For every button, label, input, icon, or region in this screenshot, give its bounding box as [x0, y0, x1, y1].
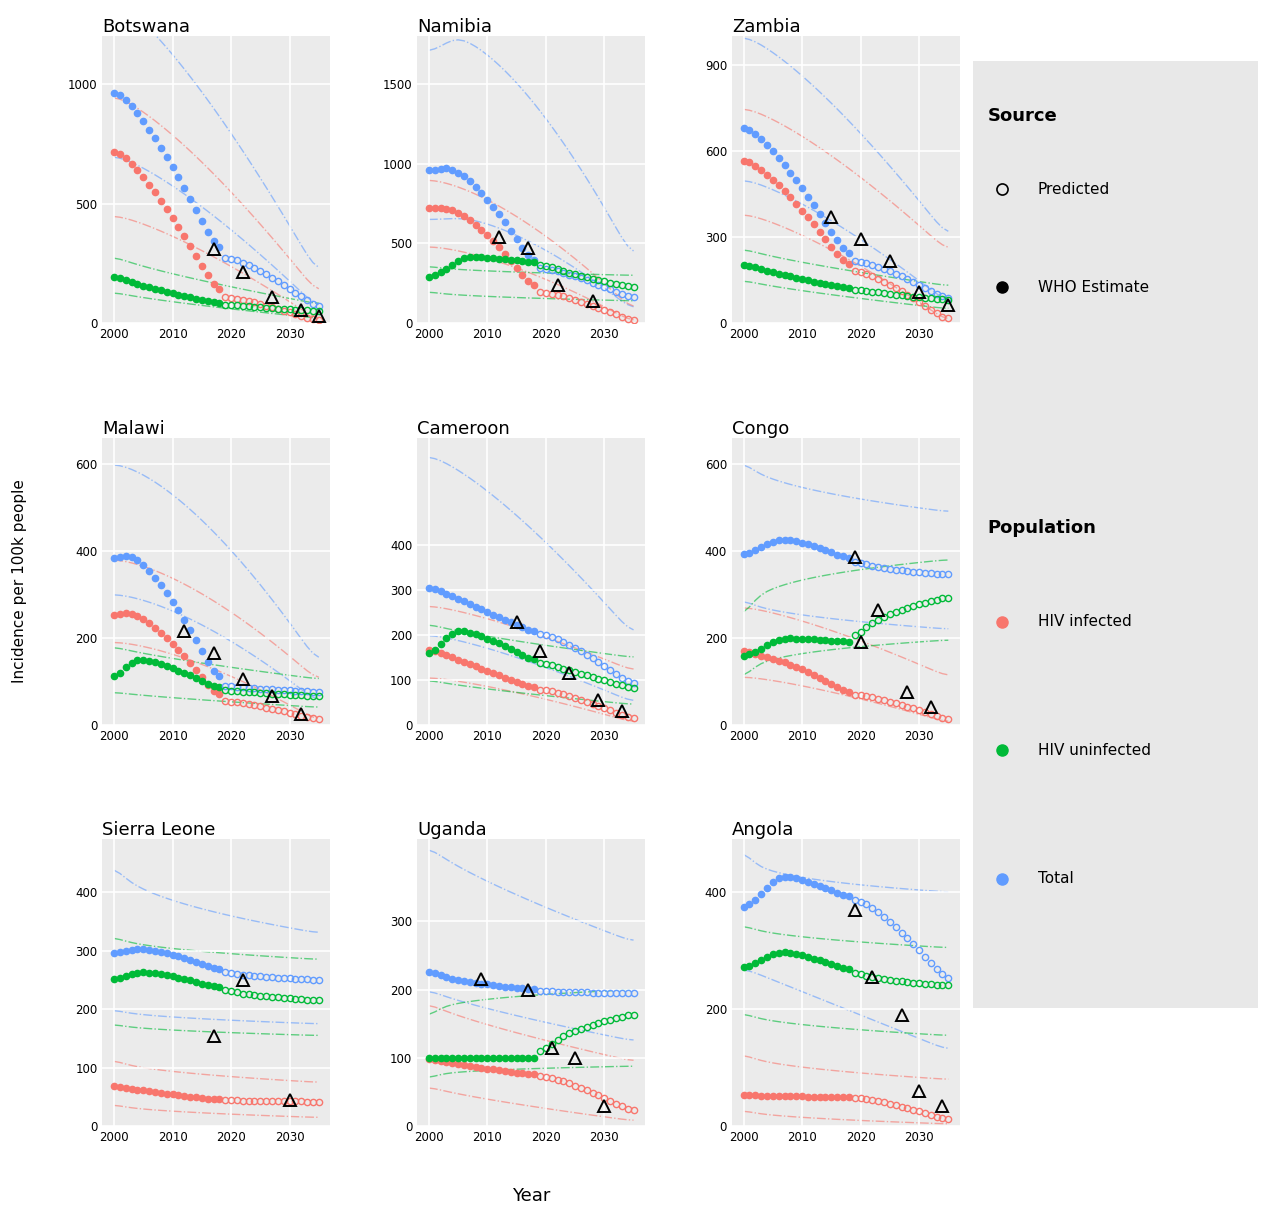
- Text: Sierra Leone: Sierra Leone: [102, 821, 216, 839]
- Text: Botswana: Botswana: [102, 18, 191, 36]
- Text: Uganda: Uganda: [417, 821, 486, 839]
- Text: Angola: Angola: [732, 821, 795, 839]
- Text: Malawi: Malawi: [102, 420, 165, 437]
- Text: Cameroon: Cameroon: [417, 420, 509, 437]
- Text: Source: Source: [988, 107, 1057, 125]
- Text: Total: Total: [1038, 872, 1074, 886]
- Text: Zambia: Zambia: [732, 18, 800, 36]
- Text: Population: Population: [988, 518, 1097, 536]
- Text: Incidence per 100k people: Incidence per 100k people: [12, 480, 27, 683]
- Text: Congo: Congo: [732, 420, 790, 437]
- Text: HIV uninfected: HIV uninfected: [1038, 742, 1151, 758]
- Text: Predicted: Predicted: [1038, 182, 1110, 196]
- FancyBboxPatch shape: [966, 472, 1258, 1008]
- FancyBboxPatch shape: [966, 61, 1258, 472]
- Text: WHO Estimate: WHO Estimate: [1038, 280, 1148, 294]
- Text: Namibia: Namibia: [417, 18, 492, 36]
- Text: Year: Year: [512, 1188, 550, 1205]
- Text: HIV infected: HIV infected: [1038, 614, 1132, 629]
